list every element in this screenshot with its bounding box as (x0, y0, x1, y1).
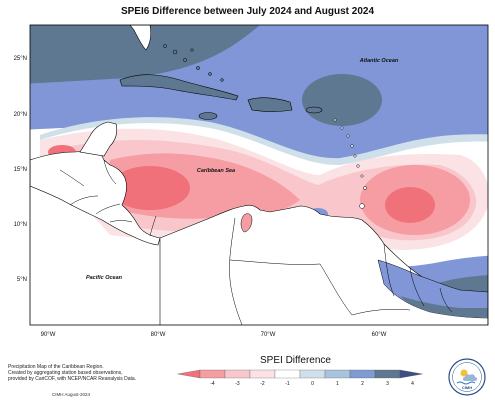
cuba-land (119, 74, 239, 101)
colorbar-tick-label: -2 (260, 381, 265, 387)
cimh-logo: CIMH (448, 358, 486, 396)
latitude-axis: 25°N 20°N 15°N 10°N 5°N (14, 56, 27, 283)
colorbar-extend-low (177, 369, 201, 379)
colorbar-tick-label: 4 (411, 381, 414, 387)
florida-land (129, 25, 152, 51)
legend-title: SPEI Difference (260, 355, 331, 366)
credit-line-2: Created by aggregating station based obs… (8, 370, 123, 377)
cloud-icon (463, 374, 477, 381)
pacific-ocean-label: Pacific Ocean (86, 275, 123, 281)
guianas-land (377, 259, 488, 319)
lon-tick-90w: 90°W (41, 332, 56, 338)
credit-line-1: Precipitation Map of the Caribbean Regio… (8, 364, 104, 370)
guianas-dark (400, 296, 488, 318)
colorbar: -4 -3 -2 -1 0 1 2 3 4 (177, 369, 423, 387)
credit-line-3: provided by CariCOF, with NCEP/NCAR Rean… (8, 376, 137, 383)
colorbar-extend-high (399, 369, 423, 379)
colorbar-tick-label: 2 (361, 381, 364, 387)
yucatan-land (79, 121, 118, 157)
colorbar-cell (249, 369, 276, 379)
lon-tick-60w: 60°W (372, 332, 387, 338)
wave-icon (456, 381, 476, 385)
atlantic-dark-blob (302, 74, 382, 126)
colorbar-cell (374, 369, 401, 379)
lat-tick-5n: 5°N (17, 277, 27, 283)
credit-text: Precipitation Map of the Caribbean Regio… (8, 364, 168, 383)
colorbar-tick-label: 3 (386, 381, 389, 387)
colorbar-tick-label: 1 (336, 381, 339, 387)
colorbar-cell (224, 369, 251, 379)
longitude-axis: 90°W 80°W 70°W 60°W (41, 332, 387, 338)
colorbar-cell (299, 369, 326, 379)
lon-tick-80w: 80°W (151, 332, 166, 338)
colorbar-cell (324, 369, 351, 379)
colorbar-cell (349, 369, 376, 379)
puerto-rico-land (305, 106, 323, 114)
colorbar-tick-label: 0 (311, 381, 314, 387)
map-title: SPEI6 Difference between July 2024 and A… (120, 6, 375, 17)
colorbar-cell (274, 369, 301, 379)
lon-tick-70w: 70°W (261, 332, 276, 338)
lat-tick-20n: 20°N (14, 112, 27, 118)
lat-tick-10n: 10°N (14, 222, 27, 228)
atlantic-ocean-label: Atlantic Ocean (359, 58, 399, 64)
spei-field (30, 25, 488, 325)
lesser-antilles (333, 118, 367, 209)
logo-text: CIMH (462, 385, 472, 390)
colorbar-cell (199, 369, 226, 379)
northern-dark-band (30, 25, 260, 84)
hispaniola-land (247, 97, 293, 112)
colorbar-tick-label: -4 (210, 381, 215, 387)
colorbar-tick-label: -1 (285, 381, 290, 387)
colorbar-tick-label: -3 (235, 381, 240, 387)
jamaica-land (198, 112, 218, 120)
lat-tick-15n: 15°N (14, 167, 27, 173)
bahamas-islands (163, 44, 224, 82)
country-borders (59, 159, 453, 325)
credit-date: CIMH August-2024 (52, 392, 91, 397)
lake-maracaibo (240, 213, 253, 233)
caribbean-sea-label: Caribbean Sea (197, 168, 235, 174)
lat-tick-25n: 25°N (14, 56, 27, 62)
west-negative-core (110, 166, 190, 210)
sun-icon (460, 369, 468, 377)
east-negative-max (385, 187, 435, 223)
